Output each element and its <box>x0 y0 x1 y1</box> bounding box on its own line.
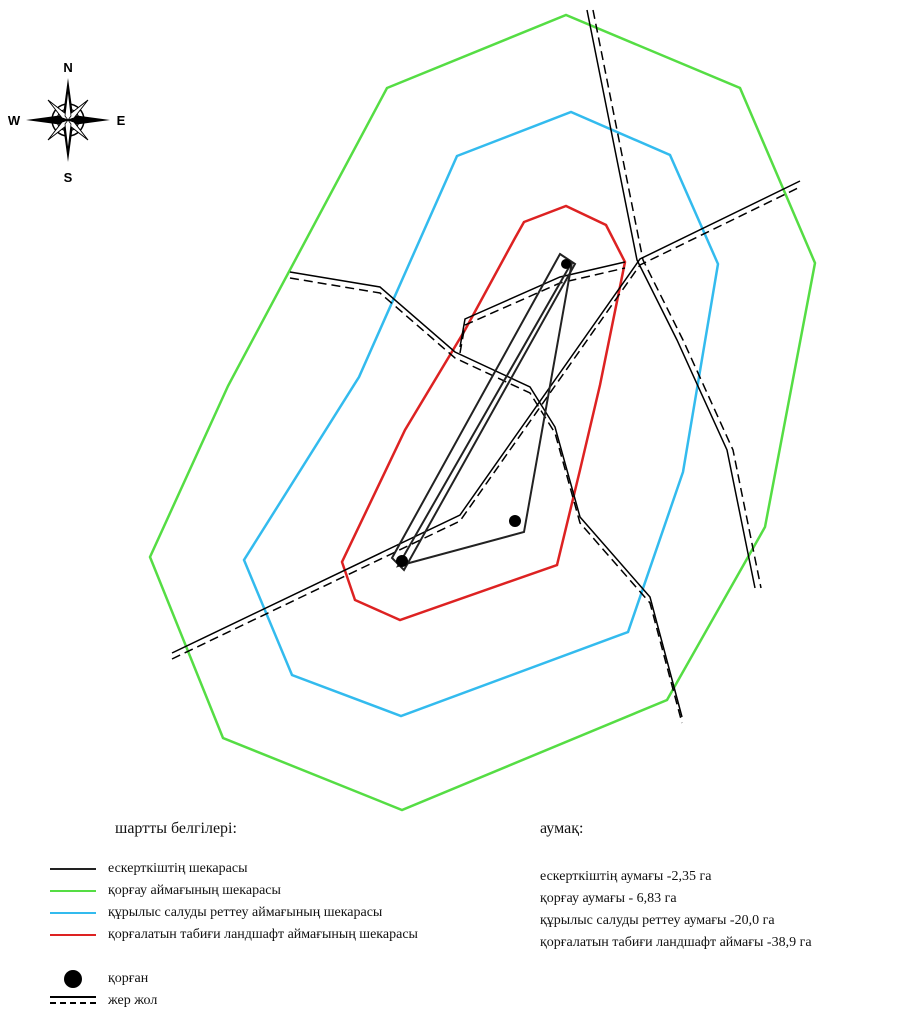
compass-south-label: S <box>64 170 73 185</box>
compass-north-label: N <box>63 60 72 75</box>
legend-label: жер жол <box>108 993 158 1008</box>
building-line-icon <box>50 912 96 914</box>
compass-west-label: W <box>8 113 21 128</box>
protection-line-icon <box>50 890 96 892</box>
legend-item-building: құрылыс салуды реттеу аймағының шекарасы <box>50 902 520 924</box>
compass-east-label: E <box>117 113 126 128</box>
legend-item-landscape: қорғалатын табиғи ландшафт аймағының шек… <box>50 924 520 968</box>
legend-item-protection: қорғау аймағының шекарасы <box>50 880 520 902</box>
landscape-zone-boundary <box>340 204 627 622</box>
road-diagonal <box>171 180 801 660</box>
legend-item-kurgan: қорған <box>50 968 520 990</box>
protection-zone-boundary <box>148 13 817 812</box>
area-title: аумақ: <box>540 820 584 837</box>
legend: ескерткіштің шекарасы қорғау аймағының ш… <box>50 858 520 1012</box>
compass-rose-icon: N S W E <box>8 60 126 185</box>
area-list: ескерткіштің аумағы -2,35 га қорғау аума… <box>540 866 909 954</box>
legend-item-monument: ескерткіштің шекарасы <box>50 858 520 880</box>
legend-label: ескерткіштің шекарасы <box>108 861 248 876</box>
legend-label: құрылыс салуды реттеу аймағының шекарасы <box>108 905 383 920</box>
road-connector <box>459 261 626 354</box>
area-item: ескерткіштің аумағы -2,35 га <box>540 869 712 884</box>
monument-boundary <box>390 252 577 572</box>
kurgan-marker <box>561 259 571 269</box>
area-item: қорғалатын табиғи ландшафт аймағы -38,9 … <box>540 935 812 950</box>
area-item: қорғау аумағы - 6,83 га <box>540 891 677 906</box>
kurgan-dot-icon <box>64 970 82 988</box>
site-map: N S W E <box>8 9 817 812</box>
building-zone-boundary <box>242 110 720 718</box>
legend-label: қорғау аймағының шекарасы <box>108 883 281 898</box>
road-line-icon <box>50 996 96 1004</box>
area-item: құрылыс салуды реттеу аумағы -20,0 га <box>540 913 775 928</box>
legend-label: қорғалатын табиғи ландшафт аймағының шек… <box>108 927 418 942</box>
legend-label: қорған <box>108 971 149 986</box>
kurgan-markers <box>396 259 571 567</box>
monument-line-icon <box>50 868 96 870</box>
legend-item-road: жер жол <box>50 990 520 1012</box>
kurgan-marker <box>396 555 408 567</box>
legend-title: шартты белгілері: <box>115 820 237 837</box>
landscape-line-icon <box>50 934 96 936</box>
road-vertical <box>586 9 762 589</box>
kurgan-marker <box>509 515 521 527</box>
road-winding <box>289 271 683 724</box>
